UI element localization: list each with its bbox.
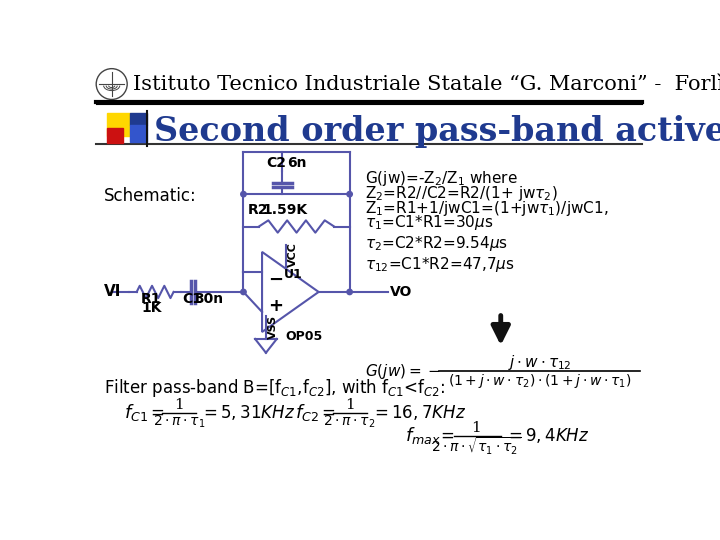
Text: $(1 + j \cdot w \cdot \tau_2) \cdot (1 + j \cdot w \cdot \tau_1)$: $(1 + j \cdot w \cdot \tau_2) \cdot (1 +… [448, 372, 631, 390]
Text: R1: R1 [141, 292, 161, 306]
Text: Schematic:: Schematic: [104, 187, 197, 205]
Text: $\tau_{12}$=C1*R2=47,7$\mu$s: $\tau_{12}$=C1*R2=47,7$\mu$s [365, 255, 515, 274]
Text: $f_{max}$: $f_{max}$ [405, 426, 441, 447]
Text: $j \cdot w \cdot \tau_{12}$: $j \cdot w \cdot \tau_{12}$ [508, 353, 572, 372]
Text: 6n: 6n [287, 156, 306, 170]
Bar [107, 112, 130, 136]
Text: R2: R2 [248, 203, 268, 217]
Text: Istituto Tecnico Industriale Statale “G. Marconi” -  Forlì: Istituto Tecnico Industriale Statale “G.… [132, 75, 720, 94]
Text: VI: VI [104, 285, 122, 300]
Text: −: − [269, 271, 284, 288]
Bar [130, 125, 148, 142]
Text: $\tau_1$=C1*R1=30$\mu$s: $\tau_1$=C1*R1=30$\mu$s [365, 213, 494, 232]
Text: C2: C2 [266, 156, 287, 170]
Text: 1: 1 [345, 398, 354, 412]
Text: $= 9,4KHz$: $= 9,4KHz$ [505, 427, 589, 446]
Text: Z$_1$=R1+1/jwC1=(1+jw$\tau_1$)/jwC1,: Z$_1$=R1+1/jwC1=(1+jw$\tau_1$)/jwC1, [365, 199, 608, 218]
Text: U1: U1 [284, 268, 302, 281]
Text: Filter pass-band B=[f$_{C1}$,f$_{C2}$], with f$_{C1}$<f$_{C2}$:: Filter pass-band B=[f$_{C1}$,f$_{C2}$], … [104, 377, 446, 399]
Circle shape [240, 289, 246, 295]
Text: $f_{C2}$: $f_{C2}$ [295, 402, 319, 423]
Text: $2 \cdot \pi \cdot \tau_2$: $2 \cdot \pi \cdot \tau_2$ [323, 414, 376, 430]
Text: 1: 1 [174, 398, 184, 412]
Text: Second order pass-band active filter: Second order pass-band active filter [153, 116, 720, 148]
Text: $\tau_2$=C2*R2=9.54$\mu$s: $\tau_2$=C2*R2=9.54$\mu$s [365, 234, 508, 253]
Bar [107, 128, 122, 143]
Text: G(jw)=-Z$_2$/Z$_1$ where: G(jw)=-Z$_2$/Z$_1$ where [365, 169, 518, 188]
Text: =: = [441, 427, 454, 445]
Text: +: + [269, 297, 283, 315]
Text: $G(jw) = -$: $G(jw) = -$ [365, 362, 441, 381]
Text: 1: 1 [471, 421, 481, 435]
Text: $2 \cdot \pi \cdot \sqrt{\tau_1 \cdot \tau_2}$: $2 \cdot \pi \cdot \sqrt{\tau_1 \cdot \t… [431, 435, 521, 457]
Text: 1K: 1K [141, 301, 161, 315]
Text: Z$_2$=R2//C2=R2/(1+ jw$\tau_2$): Z$_2$=R2//C2=R2/(1+ jw$\tau_2$) [365, 184, 558, 203]
Circle shape [347, 192, 352, 197]
Text: 30n: 30n [194, 292, 223, 306]
Circle shape [240, 192, 246, 197]
Text: $= 16,7KHz$: $= 16,7KHz$ [371, 403, 466, 422]
Text: $2 \cdot \pi \cdot \tau_1$: $2 \cdot \pi \cdot \tau_1$ [153, 414, 205, 430]
Text: VSS: VSS [269, 315, 278, 340]
Text: =: = [150, 404, 164, 422]
Circle shape [347, 289, 352, 295]
Text: 1.59K: 1.59K [263, 203, 308, 217]
Text: OP05: OP05 [285, 330, 323, 343]
Text: VCC: VCC [289, 242, 298, 267]
Bar [130, 112, 148, 125]
Text: VO: VO [390, 285, 413, 299]
Text: C1: C1 [182, 292, 202, 306]
Text: =: = [321, 404, 335, 422]
Text: $f_{C1}$: $f_{C1}$ [125, 402, 148, 423]
Text: $= 5,31KHz$: $= 5,31KHz$ [200, 403, 295, 422]
